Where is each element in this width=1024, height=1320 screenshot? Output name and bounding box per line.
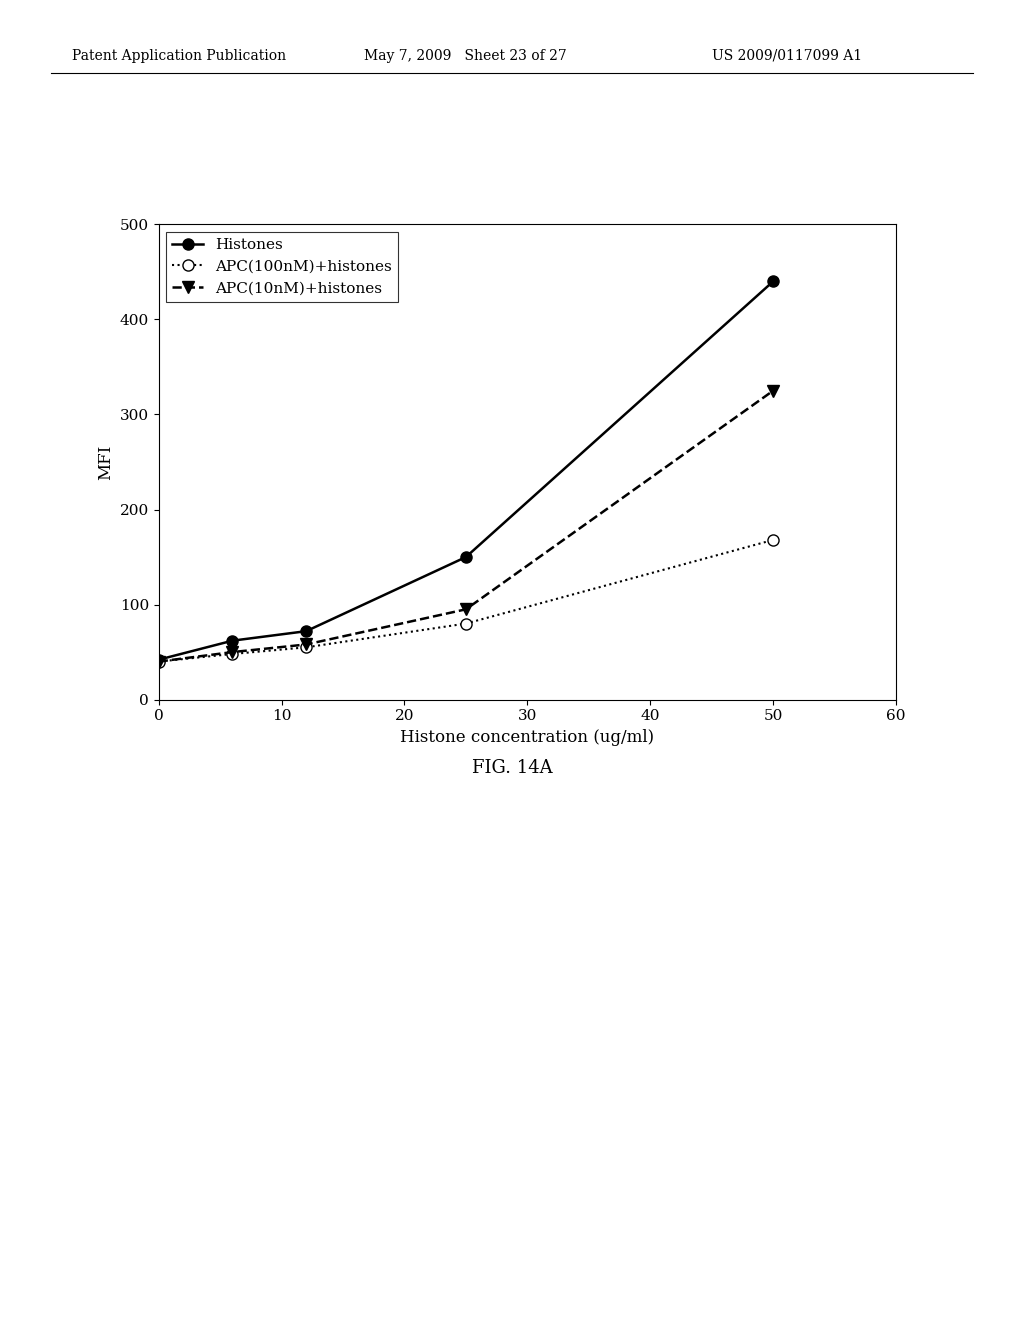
Y-axis label: MFI: MFI — [97, 445, 115, 479]
Text: FIG. 14A: FIG. 14A — [472, 759, 552, 777]
Legend: Histones, APC(100nM)+histones, APC(10nM)+histones: Histones, APC(100nM)+histones, APC(10nM)… — [166, 232, 398, 301]
Text: US 2009/0117099 A1: US 2009/0117099 A1 — [712, 49, 862, 63]
Text: May 7, 2009   Sheet 23 of 27: May 7, 2009 Sheet 23 of 27 — [364, 49, 566, 63]
Text: Patent Application Publication: Patent Application Publication — [72, 49, 286, 63]
X-axis label: Histone concentration (ug/ml): Histone concentration (ug/ml) — [400, 729, 654, 746]
